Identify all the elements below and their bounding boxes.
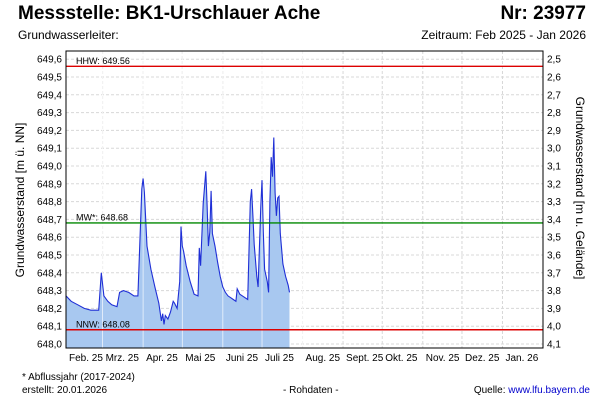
- y-tick-label-left: 649,2: [37, 126, 62, 137]
- reference-line-label: HHW: 649.56: [76, 56, 130, 66]
- y-tick-label-right: 2,6: [547, 73, 561, 84]
- x-tick-label: Jan. 26: [505, 353, 538, 364]
- y-tick-label-right: 3,1: [547, 162, 561, 173]
- station-number: Nr: 23977: [500, 3, 586, 24]
- y-tick-label-left: 648,6: [37, 233, 62, 244]
- y-tick-label-right: 3,8: [547, 286, 561, 297]
- y-tick-label-right: 4,0: [547, 322, 561, 333]
- y-tick-label-left: 648,7: [37, 215, 62, 226]
- y-tick-label-right: 2,7: [547, 90, 561, 101]
- y-tick-label-right: 3,9: [547, 304, 561, 315]
- series-area: [66, 137, 290, 348]
- source-credit: Quelle: www.lfu.bayern.de: [474, 385, 590, 396]
- aquifer-label: Grundwasserleiter:: [18, 28, 119, 42]
- y-tick-label-left: 648,4: [37, 268, 62, 279]
- y-tick-label-left: 648,3: [37, 286, 62, 297]
- x-tick-label: Mai 25: [185, 353, 215, 364]
- y-tick-label-left: 648,8: [37, 197, 62, 208]
- x-tick-label: Nov. 25: [426, 353, 460, 364]
- period-label: Zeitraum: Feb 2025 - Jan 2026: [421, 28, 586, 42]
- page-title: Messstelle: BK1-Urschlauer Ache: [18, 3, 321, 24]
- y-tick-label-left: 649,1: [37, 144, 62, 155]
- y-tick-label-left: 649,4: [37, 90, 62, 101]
- y-tick-label-right: 3,3: [547, 197, 561, 208]
- y-tick-label-left: 648,9: [37, 179, 62, 190]
- x-tick-label: Aug. 25: [306, 353, 341, 364]
- y-tick-label-left: 649,0: [37, 162, 62, 173]
- x-tick-label: Okt. 25: [385, 353, 418, 364]
- y-tick-label-left: 648,1: [37, 322, 62, 333]
- y-tick-label-right: 3,2: [547, 179, 561, 190]
- y-tick-label-right: 2,8: [547, 108, 561, 119]
- y-tick-label-left: 649,5: [37, 73, 62, 84]
- source-label: Quelle:: [473, 385, 509, 396]
- x-tick-label: Feb. 25: [69, 353, 103, 364]
- x-tick-label: Juni 25: [226, 353, 259, 364]
- footnote: * Abflussjahr (2017-2024): [22, 372, 135, 383]
- y-tick-label-right: 3,5: [547, 233, 561, 244]
- x-tick-label: Juli 25: [265, 353, 294, 364]
- y-tick-label-right: 2,5: [547, 55, 561, 66]
- reference-line-label: MW*: 648.68: [76, 212, 128, 222]
- x-tick-label: Sept. 25: [346, 353, 384, 364]
- x-tick-label: Apr. 25: [146, 353, 178, 364]
- y-tick-label-right: 3,4: [547, 215, 561, 226]
- y-tick-label-right: 3,7: [547, 268, 561, 279]
- y-tick-label-right: 3,6: [547, 251, 561, 262]
- y-tick-label-right: 2,9: [547, 126, 561, 137]
- source-link[interactable]: www.lfu.bayern.de: [508, 385, 590, 396]
- raw-data-label: - Rohdaten -: [283, 385, 339, 396]
- y-tick-label-left: 648,5: [37, 251, 62, 262]
- y-tick-label-left: 649,6: [37, 55, 62, 66]
- y-tick-label-left: 648,0: [37, 340, 62, 351]
- series-line: [65, 137, 291, 325]
- x-tick-label: Dez. 25: [465, 353, 500, 364]
- y-tick-label-right: 4,1: [547, 340, 561, 351]
- x-tick-label: Mrz. 25: [106, 353, 140, 364]
- plot-frame: [65, 50, 544, 349]
- created-date: erstellt: 20.01.2026: [22, 385, 108, 396]
- y-tick-label-left: 648,2: [37, 304, 62, 315]
- reference-line-label: NNW: 648.08: [76, 319, 130, 329]
- y-tick-label-right: 3,0: [547, 144, 561, 155]
- y-tick-label-left: 649,3: [37, 108, 62, 119]
